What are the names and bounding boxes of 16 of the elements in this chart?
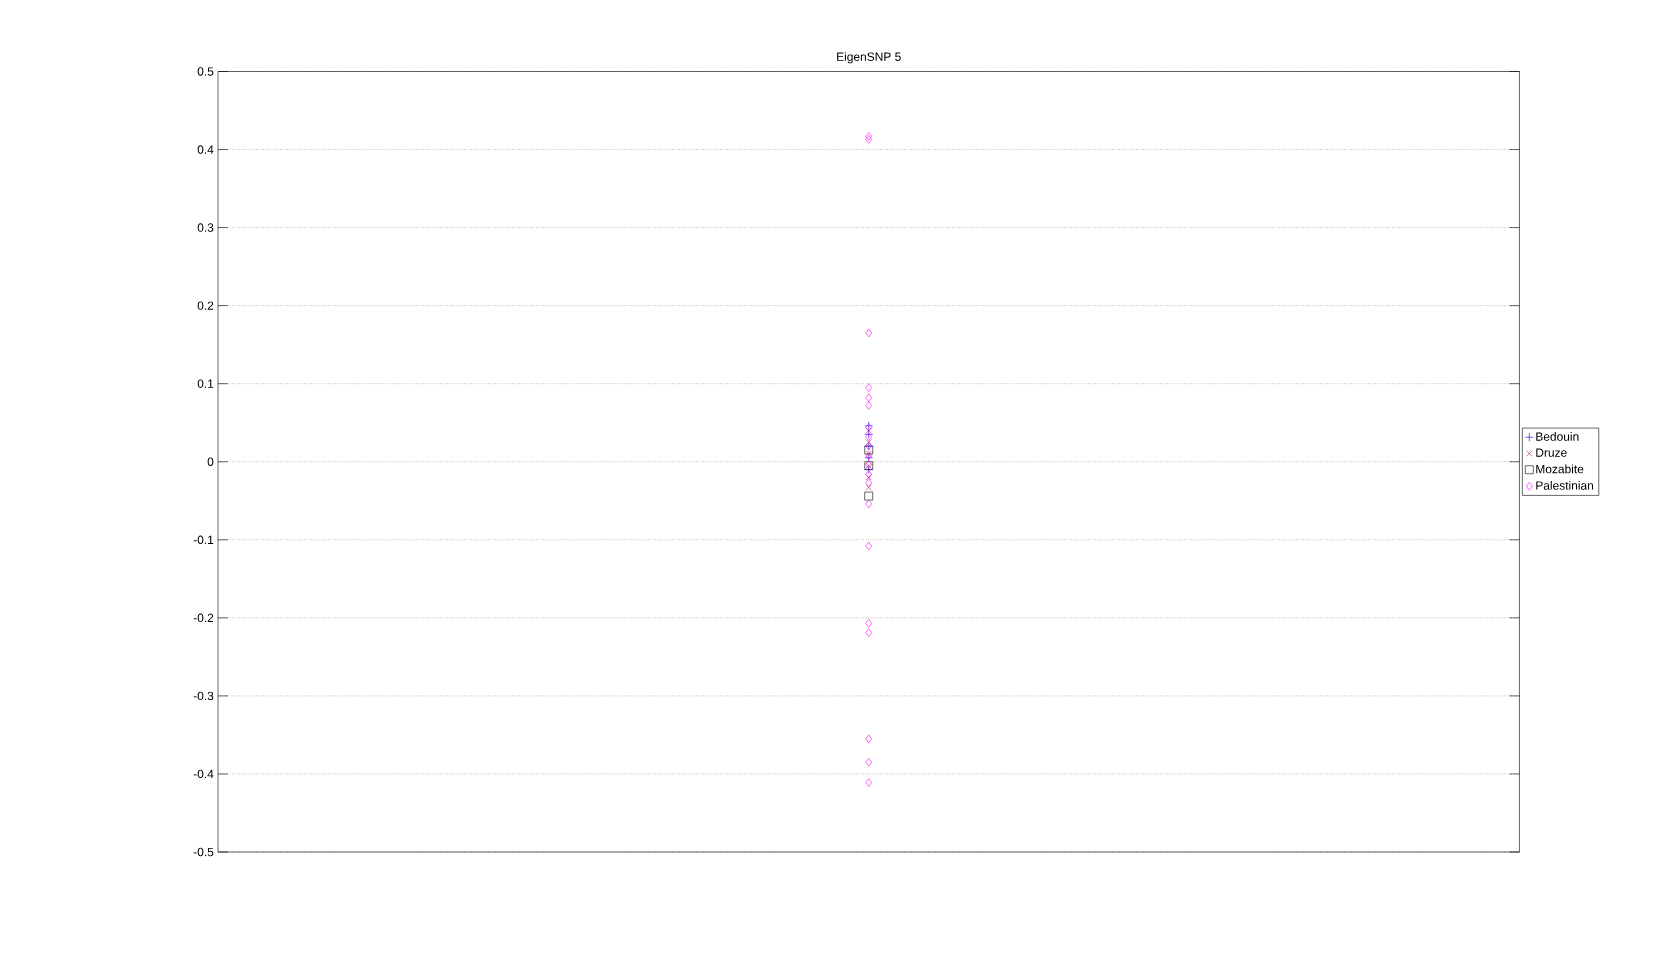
y-tick-label: -0.1 <box>193 535 214 545</box>
legend-label: Mozabite <box>1536 464 1584 474</box>
y-tick-label: 0.2 <box>197 301 214 310</box>
chart-title: EigenSNP 5 <box>837 52 901 64</box>
legend-label: Palestinian <box>1536 480 1594 490</box>
y-tick-label: -0.5 <box>193 847 214 857</box>
y-tick-label: -0.4 <box>193 769 214 779</box>
legend-label: Bedouin <box>1536 432 1579 441</box>
legend-label: Druze <box>1536 448 1567 457</box>
y-tick-label: 0 <box>207 457 214 466</box>
y-tick-label: -0.3 <box>193 691 214 701</box>
y-tick-label: 0.1 <box>197 379 214 388</box>
y-tick-label: 0.3 <box>197 223 214 232</box>
y-tick-label: 0.4 <box>197 145 214 154</box>
y-tick-label: 0.5 <box>197 67 214 76</box>
y-tick-label: -0.2 <box>193 613 214 623</box>
